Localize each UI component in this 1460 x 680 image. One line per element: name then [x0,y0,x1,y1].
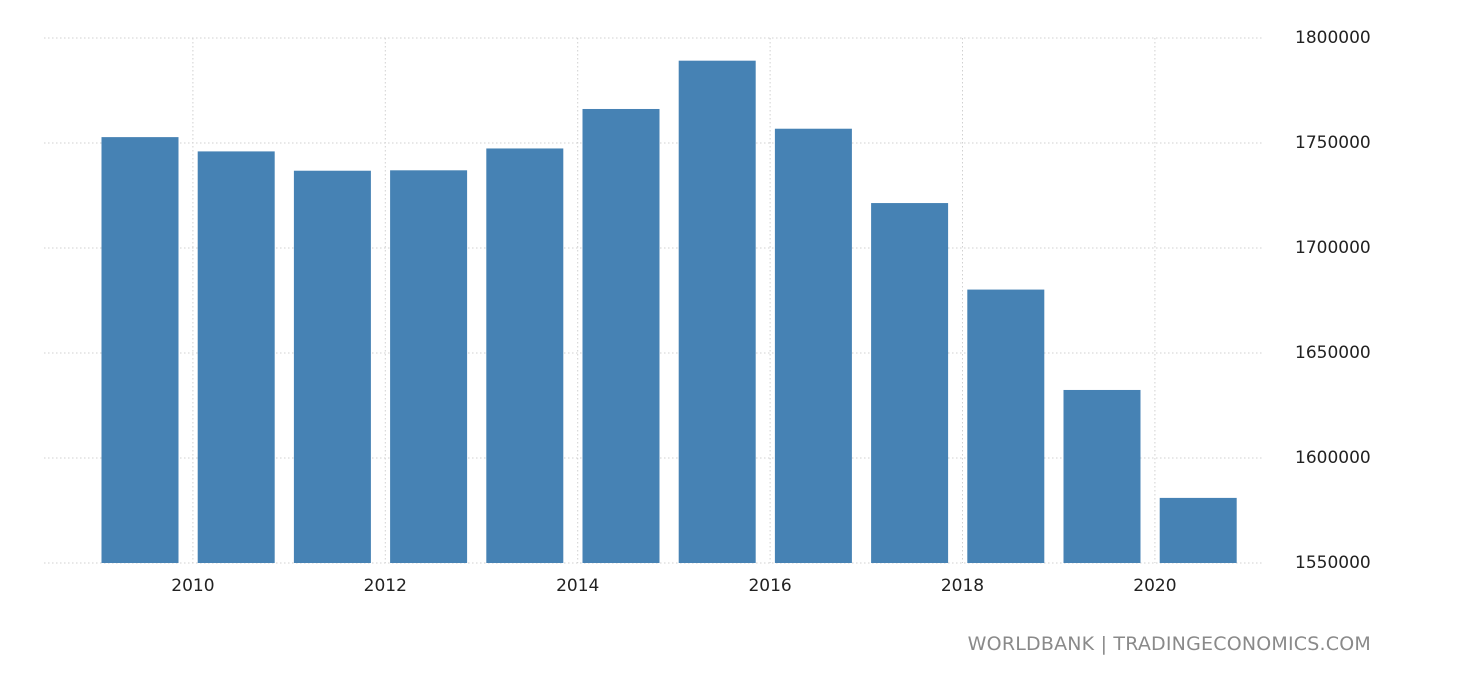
bar-2019 [1063,389,1141,563]
y-tick-label: 1800000 [1295,28,1371,48]
bar-2011 [293,170,371,563]
y-axis-ticks: 1550000 1600000 1650000 1700000 1750000 18000… [1295,28,1371,573]
bar-2017 [871,203,949,563]
x-tick-label: 2014 [556,576,599,596]
bar-2016 [774,128,852,563]
source-label: WORLDBANK | TRADINGECONOMICS.COM [967,633,1371,655]
x-tick-label: 2018 [941,576,984,596]
y-tick-label: 1600000 [1295,448,1371,468]
bar-2014 [582,108,660,563]
bar-2018 [967,289,1045,563]
bars [101,60,1237,564]
y-tick-label: 1750000 [1295,133,1371,153]
bar-2013 [486,148,564,563]
y-tick-label: 1700000 [1295,238,1371,258]
y-tick-label: 1650000 [1295,343,1371,363]
bar-2015 [678,60,756,564]
x-tick-label: 2010 [171,576,214,596]
y-tick-label: 1550000 [1295,553,1371,573]
x-tick-label: 2012 [364,576,407,596]
bar-2020 [1159,497,1237,563]
bar-2010 [197,151,275,563]
x-tick-label: 2020 [1133,576,1176,596]
bar-2012 [390,170,468,564]
x-axis-ticks: 2010 2012 2014 2016 2018 2020 [171,576,1176,596]
bar-2009 [101,137,179,563]
x-tick-label: 2016 [748,576,791,596]
